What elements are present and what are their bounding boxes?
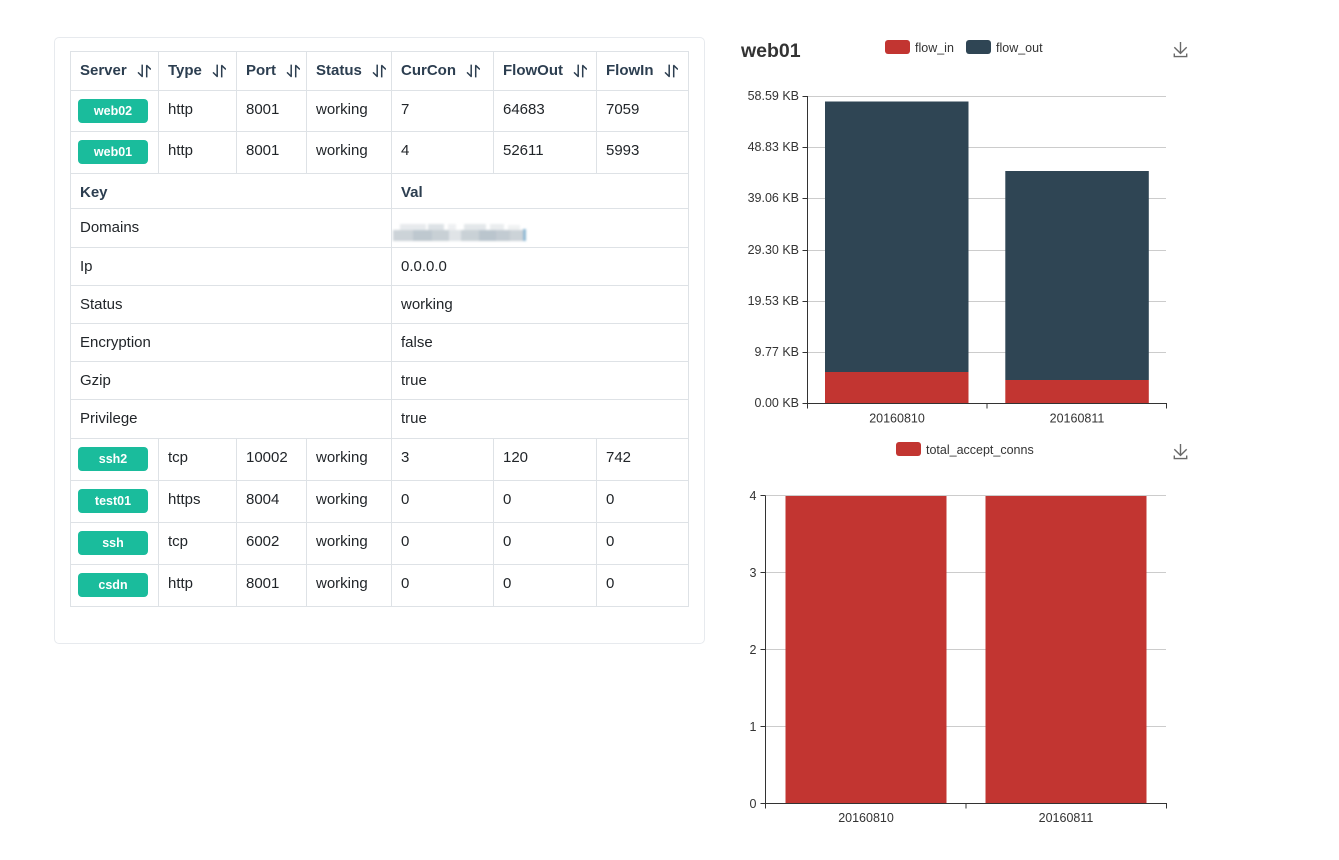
- svg-text:39.06 KB: 39.06 KB: [748, 191, 799, 205]
- svg-text:flow_in: flow_in: [915, 41, 954, 55]
- svg-text:1: 1: [750, 720, 757, 734]
- svg-text:20160810: 20160810: [869, 412, 925, 426]
- svg-text:3: 3: [750, 566, 757, 580]
- svg-text:19.53 KB: 19.53 KB: [748, 294, 799, 308]
- svg-text:29.30 KB: 29.30 KB: [748, 243, 799, 257]
- svg-text:total_accept_conns: total_accept_conns: [926, 443, 1034, 457]
- svg-text:flow_out: flow_out: [996, 41, 1043, 55]
- svg-text:0.00 KB: 0.00 KB: [755, 396, 799, 410]
- svg-text:20160811: 20160811: [1050, 412, 1105, 426]
- svg-text:48.83 KB: 48.83 KB: [748, 140, 799, 154]
- svg-text:web01: web01: [740, 40, 801, 62]
- svg-text:58.59 KB: 58.59 KB: [748, 89, 799, 103]
- svg-text:2: 2: [750, 643, 757, 657]
- svg-text:20160810: 20160810: [838, 811, 894, 825]
- svg-text:9.77 KB: 9.77 KB: [755, 345, 799, 359]
- svg-text:20160811: 20160811: [1039, 811, 1094, 825]
- svg-text:0: 0: [750, 797, 757, 811]
- svg-text:4: 4: [750, 489, 757, 503]
